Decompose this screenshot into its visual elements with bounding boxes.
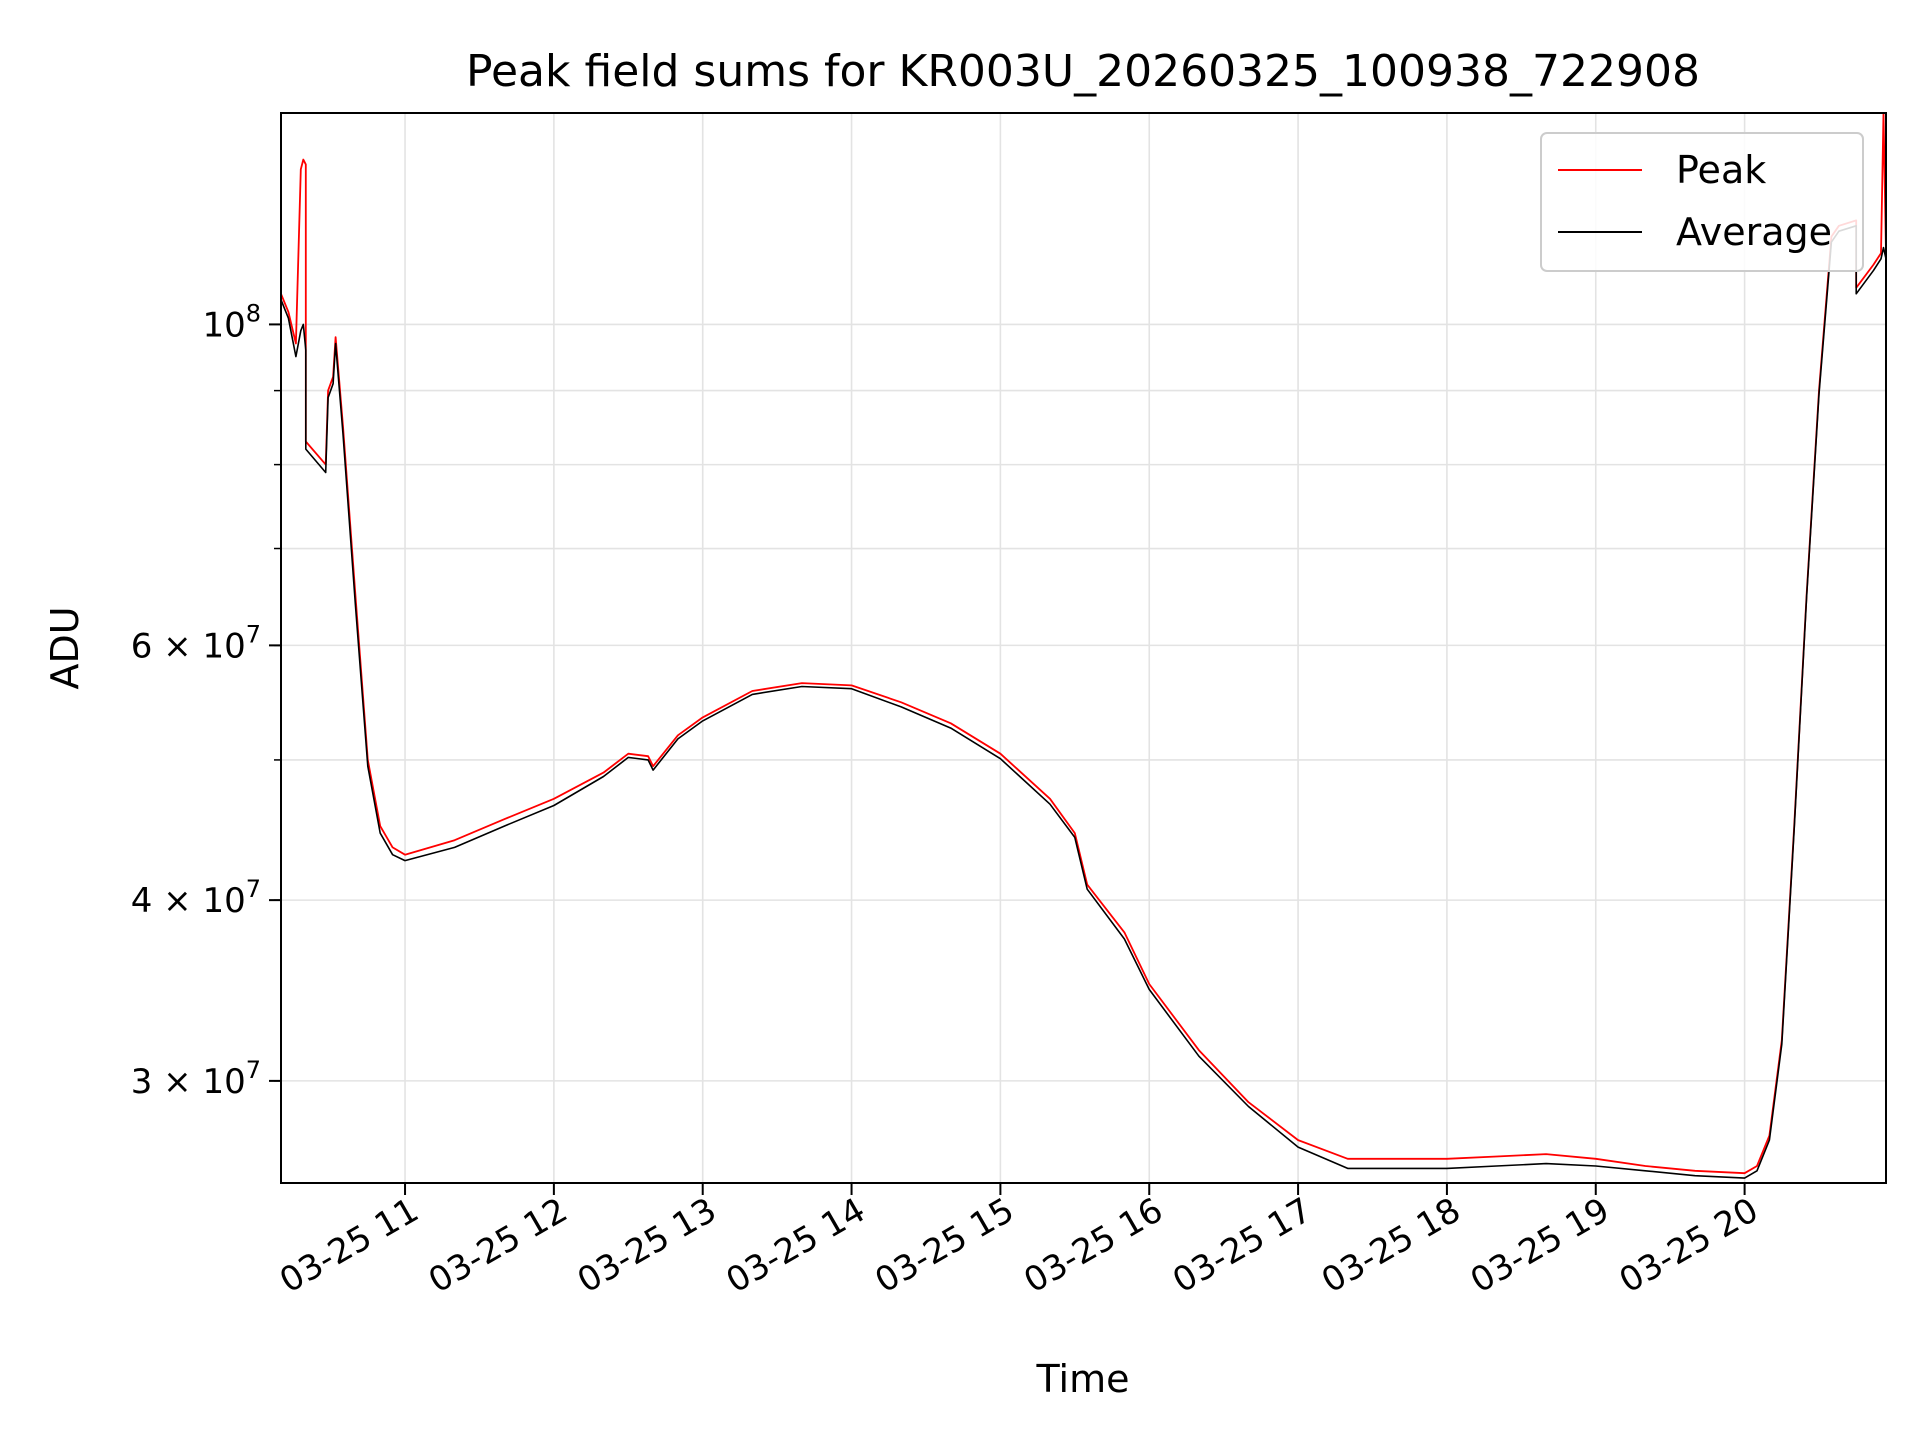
legend-label-average: Average	[1676, 210, 1832, 254]
y-axis: 108 6 × 107 4 × 107 3 × 107	[131, 299, 281, 1102]
y-tick-label: 6 × 107	[131, 620, 261, 666]
plot-area	[280, 112, 1887, 1179]
plot-frame	[280, 112, 1887, 1184]
chart-title: Peak field sums for KR003U_20260325_1009…	[466, 46, 1700, 97]
y-axis-label: ADU	[43, 606, 87, 689]
y-tick-label: 3 × 107	[131, 1056, 261, 1102]
legend-box	[1540, 132, 1864, 272]
y-tick-label: 108	[202, 299, 261, 345]
grid	[281, 113, 1886, 1183]
x-axis-label: Time	[1036, 1357, 1130, 1401]
series-line-average	[280, 225, 1887, 1179]
y-tick-label: 4 × 107	[131, 875, 261, 921]
legend: Peak Average	[1540, 132, 1864, 272]
legend-label-peak: Peak	[1676, 148, 1766, 192]
